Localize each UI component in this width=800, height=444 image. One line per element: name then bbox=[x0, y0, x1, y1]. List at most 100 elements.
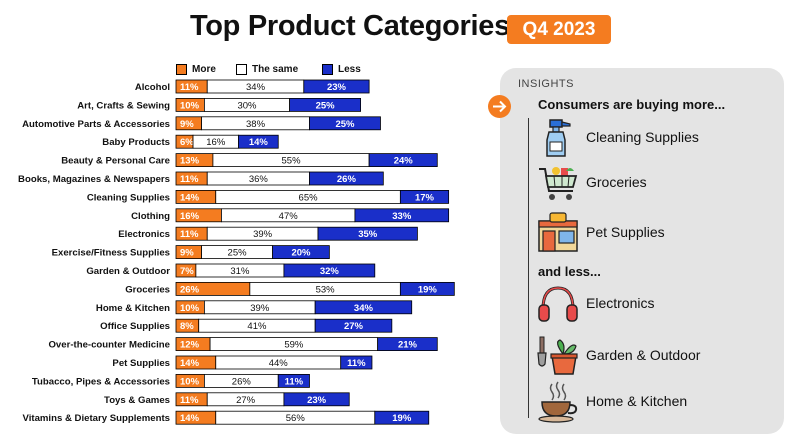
bar-value-label-same: 25% bbox=[228, 248, 248, 259]
bar-value-label-same: 44% bbox=[269, 358, 289, 369]
category-label: Office Supplies bbox=[100, 321, 170, 332]
bar-segment-less bbox=[374, 410, 430, 425]
bar-value-label-more: 14% bbox=[180, 192, 200, 203]
legend-swatch-same bbox=[236, 64, 247, 75]
bar-value-label-more: 11% bbox=[180, 229, 199, 240]
bar-segment-less bbox=[309, 171, 384, 186]
legend-label-same: The same bbox=[252, 64, 299, 75]
bar-segment-less bbox=[238, 134, 279, 149]
legend-item-less: Less bbox=[322, 64, 361, 75]
bar-value-label-less: 27% bbox=[344, 321, 364, 332]
bar-segment-less bbox=[314, 300, 413, 315]
bar-segment-less bbox=[272, 245, 330, 260]
insights-divider bbox=[528, 118, 529, 418]
bar-value-label-more: 8% bbox=[180, 321, 194, 332]
bar-value-label-less: 20% bbox=[291, 248, 311, 259]
category-label: Home & Kitchen bbox=[96, 303, 170, 314]
potted-plant-icon bbox=[537, 336, 578, 375]
insight-item-groceries: Groceries bbox=[536, 161, 776, 205]
category-label: Books, Magazines & Newspapers bbox=[18, 174, 170, 185]
bar-value-label-less: 25% bbox=[335, 119, 355, 130]
bar-value-label-less: 33% bbox=[392, 211, 412, 222]
bar-value-label-less: 23% bbox=[307, 395, 327, 406]
bar-value-label-less: 14% bbox=[249, 137, 269, 148]
bar-segment-less bbox=[340, 355, 373, 370]
bar-segment-less bbox=[399, 190, 450, 204]
bar-value-label-more: 14% bbox=[180, 358, 200, 369]
bar-value-label-same: 41% bbox=[247, 321, 267, 332]
insight-label: Electronics bbox=[586, 295, 655, 311]
stacked-bar-chart: Alcohol 11% 34% 23% Art, Crafts & Sewing 10% 3… bbox=[18, 79, 455, 425]
bar-value-label-more: 7% bbox=[180, 266, 194, 277]
bar-value-label-same: 36% bbox=[249, 174, 269, 185]
bar-value-label-same: 56% bbox=[286, 413, 306, 424]
quarter-badge: Q4 2023 bbox=[507, 15, 611, 44]
category-label: Baby Products bbox=[102, 137, 170, 148]
page-title: Top Product Categories bbox=[190, 10, 510, 42]
category-label: Alcohol bbox=[135, 82, 170, 93]
insight-label: Home & Kitchen bbox=[586, 393, 688, 409]
bar-value-label-less: 34% bbox=[354, 303, 374, 314]
bar-segment-less bbox=[309, 116, 381, 131]
bar-value-label-same: 30% bbox=[237, 100, 257, 111]
bar-value-label-less: 23% bbox=[327, 82, 347, 93]
insights-label: INSIGHTS bbox=[518, 78, 574, 90]
legend-item-more: More bbox=[176, 64, 216, 75]
category-label: Groceries bbox=[125, 284, 170, 295]
bar-value-label-more: 10% bbox=[180, 303, 200, 314]
bar-value-label-less: 19% bbox=[392, 413, 412, 424]
bar-value-label-same: 55% bbox=[282, 156, 302, 167]
insight-label: Cleaning Supplies bbox=[586, 129, 699, 145]
insights-more-heading: Consumers are buying more... bbox=[538, 97, 726, 112]
insights-panel: INSIGHTS Consumers are buying more... Cl… bbox=[488, 68, 784, 434]
insight-label: Pet Supplies bbox=[586, 224, 665, 240]
category-label: Tubacco, Pipes & Accessories bbox=[32, 376, 170, 387]
legend-label-more: More bbox=[192, 64, 216, 75]
insight-item-garden-outdoor: Garden & Outdoor bbox=[536, 334, 776, 378]
bar-value-label-same: 59% bbox=[284, 340, 304, 351]
bar-value-label-less: 24% bbox=[394, 156, 414, 167]
legend-label-less: Less bbox=[338, 64, 361, 75]
bar-segment-less bbox=[303, 79, 370, 94]
shopping-cart-icon bbox=[539, 167, 578, 200]
bar-value-label-less: 19% bbox=[418, 284, 438, 295]
bar-segment-less bbox=[283, 392, 350, 407]
bar-value-label-less: 26% bbox=[337, 174, 357, 185]
category-label: Art, Crafts & Sewing bbox=[77, 100, 170, 111]
arrow-right-icon bbox=[488, 95, 511, 118]
category-label: Over-the-counter Medicine bbox=[48, 340, 170, 351]
legend-item-same: The same bbox=[236, 64, 298, 75]
bar-value-label-less: 21% bbox=[398, 340, 418, 351]
bar-value-label-same: 47% bbox=[279, 211, 299, 222]
insight-item-home-kitchen: Home & Kitchen bbox=[536, 380, 776, 424]
bar-value-label-more: 10% bbox=[180, 376, 200, 387]
bar-value-label-more: 14% bbox=[180, 413, 200, 424]
bar-value-label-more: 10% bbox=[180, 100, 200, 111]
bar-value-label-more: 6% bbox=[180, 137, 194, 148]
bar-value-label-more: 12% bbox=[180, 340, 200, 351]
insight-label: Garden & Outdoor bbox=[586, 347, 701, 363]
bar-value-label-more: 11% bbox=[180, 174, 199, 185]
bar-segment-less bbox=[368, 153, 438, 167]
bar-segment-less bbox=[354, 208, 450, 223]
bar-value-label-same: 31% bbox=[230, 266, 250, 277]
bar-value-label-same: 65% bbox=[299, 192, 319, 203]
insights-less-heading: and less... bbox=[538, 264, 601, 279]
bar-value-label-less: 32% bbox=[320, 266, 340, 277]
bar-value-label-less: 17% bbox=[415, 192, 435, 203]
category-label: Beauty & Personal Care bbox=[61, 156, 170, 167]
bar-segment-less bbox=[314, 318, 393, 333]
bar-value-label-less: 11% bbox=[347, 358, 366, 369]
bar-value-label-more: 13% bbox=[180, 156, 200, 167]
bar-value-label-same: 38% bbox=[246, 119, 266, 130]
insight-item-pet-supplies: Pet Supplies bbox=[536, 211, 776, 255]
bar-value-label-same: 26% bbox=[232, 376, 252, 387]
category-label: Toys & Games bbox=[104, 395, 170, 406]
bar-segment-less bbox=[277, 373, 310, 388]
insight-item-electronics: Electronics bbox=[536, 282, 776, 326]
pet-store-icon bbox=[538, 212, 578, 252]
bar-value-label-same: 27% bbox=[236, 395, 256, 406]
legend-swatch-less bbox=[322, 64, 333, 75]
bar-value-label-more: 11% bbox=[180, 82, 199, 93]
bar-value-label-more: 26% bbox=[180, 284, 200, 295]
